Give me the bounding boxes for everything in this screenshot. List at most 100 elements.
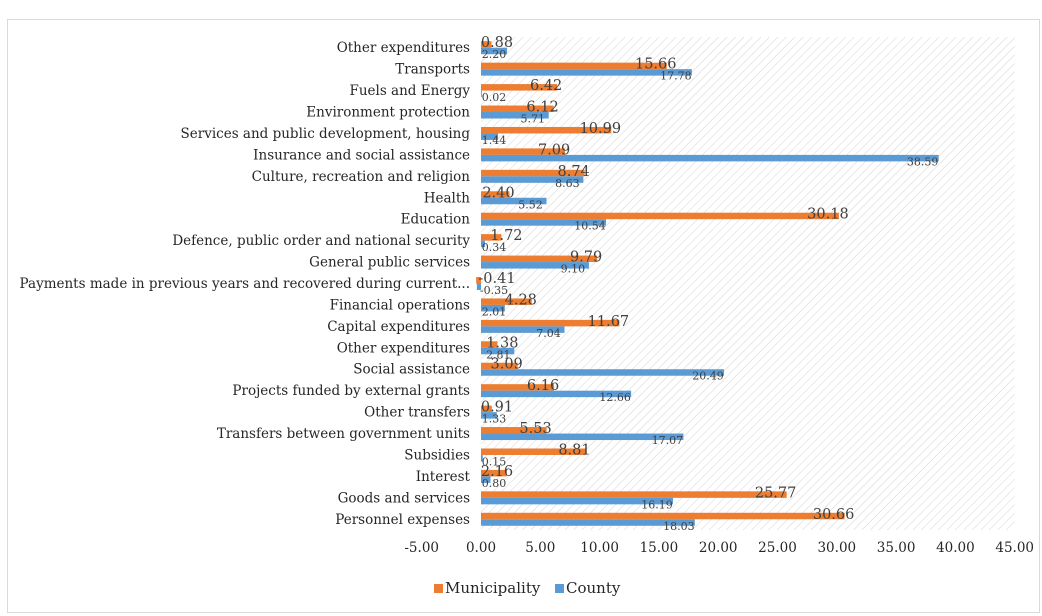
data-label-municipality: 8.81 — [558, 442, 590, 458]
bar-municipality — [481, 319, 620, 327]
bar-county — [481, 326, 565, 333]
data-label-municipality: 1.38 — [486, 335, 518, 351]
category-label: Services and public development, housing — [181, 126, 471, 142]
category-label: Fuels and Energy — [349, 83, 470, 99]
bar-municipality — [481, 469, 507, 477]
data-label-county: 0.15 — [482, 455, 507, 468]
bar-municipality — [481, 62, 667, 70]
data-label-municipality: 10.99 — [580, 121, 622, 137]
data-label-county: 8.63 — [555, 177, 580, 190]
bar-municipality — [481, 234, 502, 241]
data-label-county: 17.78 — [660, 70, 692, 83]
data-label-municipality: 30.18 — [807, 207, 849, 223]
data-label-municipality: 30.66 — [813, 507, 855, 523]
bar-county — [481, 219, 607, 226]
bar-municipality — [481, 212, 839, 220]
category-label: Other expenditures — [337, 340, 470, 356]
category-axis: Other expenditures Transports Fuels and En… — [20, 40, 471, 528]
data-label-county: 5.71 — [520, 113, 545, 126]
data-label-municipality: 0.91 — [481, 400, 513, 416]
category-label: Transports — [395, 62, 470, 78]
bar-county — [476, 283, 481, 290]
bar-county — [481, 304, 505, 312]
x-tick-label: 40.00 — [936, 540, 975, 556]
data-label-municipality: 7.09 — [538, 142, 570, 158]
x-tick-label: 15.00 — [640, 540, 679, 556]
data-label-municipality: 0.88 — [481, 35, 513, 51]
bar-county — [481, 476, 491, 483]
category-label: Transfers between government units — [217, 426, 470, 442]
bar-municipality — [481, 84, 558, 91]
data-label-county: 5.52 — [518, 198, 543, 211]
data-label-county: 16.19 — [641, 498, 673, 511]
bar-county — [481, 412, 497, 419]
category-label: Education — [401, 212, 471, 228]
legend-item: Municipality — [434, 579, 541, 597]
data-label-municipality: 2.40 — [482, 185, 514, 201]
bar-municipality — [481, 427, 547, 434]
category-label: Environment protection — [306, 105, 470, 121]
category-label: Other expenditures — [337, 40, 470, 56]
x-tick-label: 45.00 — [995, 540, 1034, 556]
legend-swatch — [555, 584, 564, 593]
x-tick-label: 0.00 — [466, 540, 496, 556]
bar-county — [481, 90, 482, 98]
category-label: Capital expenditures — [327, 319, 470, 335]
category-label: Projects funded by external grants — [232, 383, 470, 399]
bar-county — [481, 176, 584, 183]
data-label-county: -0.35 — [480, 284, 508, 297]
bar-county — [481, 133, 499, 140]
bar-municipality — [481, 126, 612, 134]
bar-county — [481, 197, 547, 205]
bar-county — [481, 454, 483, 462]
category-label: Financial operations — [330, 297, 470, 313]
legend-item: County — [555, 579, 621, 597]
data-label-county: 2.01 — [482, 305, 507, 318]
data-label-county: 2.20 — [482, 48, 507, 61]
x-tick-label: 10.00 — [580, 540, 619, 556]
bar-county — [481, 390, 632, 398]
x-tick-label: 25.00 — [758, 540, 797, 556]
data-label-municipality: 6.16 — [527, 378, 559, 394]
plot-area-background — [481, 37, 1015, 530]
data-label-municipality: 6.42 — [530, 78, 562, 94]
data-label-municipality: 11.67 — [588, 314, 630, 330]
bar-municipality — [476, 277, 481, 284]
bar-county — [481, 369, 725, 376]
bar-municipality — [481, 298, 532, 305]
bars-layer — [476, 41, 939, 526]
data-label-county: 20.49 — [692, 370, 724, 383]
bar-municipality — [481, 384, 555, 391]
data-label-county: 17.07 — [652, 434, 684, 447]
data-label-municipality: 2.16 — [481, 464, 513, 480]
bar-municipality — [481, 362, 518, 370]
value-axis: -5.00 0.00 5.00 10.00 15.00 20.00 25.00 30.00 35… — [404, 540, 1034, 556]
x-tick-label: 30.00 — [817, 540, 856, 556]
bar-county — [481, 112, 549, 119]
category-label: Interest — [416, 469, 471, 485]
data-label-municipality: 25.77 — [755, 485, 797, 501]
data-label-municipality: 1.72 — [490, 228, 522, 244]
data-label-county: 2.81 — [486, 348, 511, 361]
bar-county — [481, 69, 692, 76]
category-label: Personnel expenses — [335, 512, 470, 528]
category-label: Insurance and social assistance — [253, 147, 470, 163]
data-label-county: 9.10 — [561, 263, 586, 276]
x-tick-label: 35.00 — [877, 540, 916, 556]
bar-municipality — [481, 41, 492, 48]
legend-label: Municipality — [445, 579, 541, 597]
data-label-municipality: 4.28 — [505, 292, 537, 308]
x-tick-label: 20.00 — [699, 540, 738, 556]
category-label: Health — [424, 190, 471, 206]
data-label-county: 18.03 — [663, 520, 695, 533]
bar-county — [481, 433, 684, 441]
bar-municipality — [481, 105, 554, 113]
bar-municipality — [481, 255, 598, 263]
data-label-county: 12.66 — [599, 391, 631, 404]
bar-county — [481, 154, 939, 162]
category-label: Subsidies — [404, 447, 470, 463]
data-label-municipality: 15.66 — [635, 57, 677, 73]
category-label: Goods and services — [338, 490, 470, 506]
